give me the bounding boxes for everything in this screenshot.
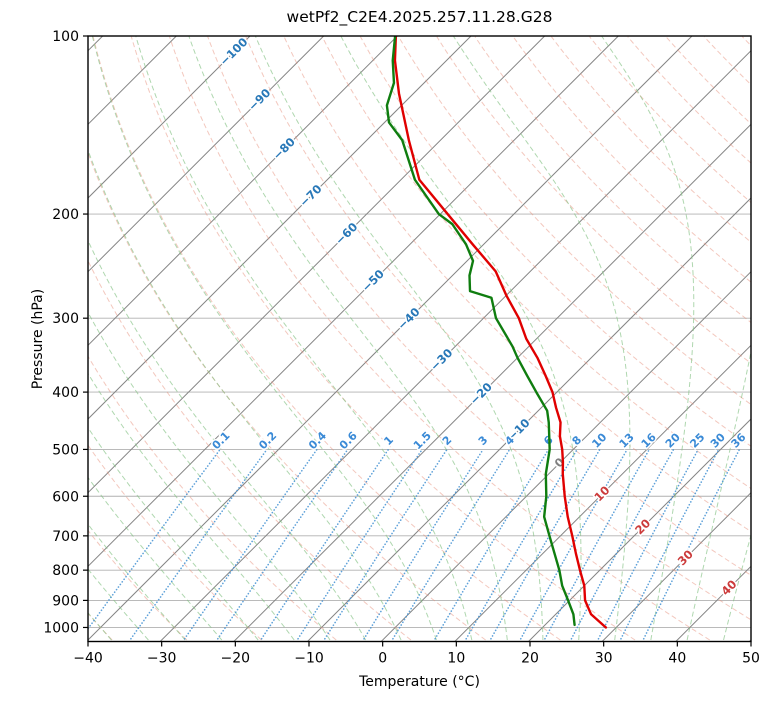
svg-text:13: 13 xyxy=(617,431,637,451)
svg-text:16: 16 xyxy=(639,430,659,450)
svg-text:10: 10 xyxy=(447,651,465,667)
svg-text:−80: −80 xyxy=(270,135,298,163)
svg-text:10: 10 xyxy=(591,483,612,504)
svg-text:0: 0 xyxy=(378,651,387,667)
y-axis-ticks: 100 200 300 400 500 600 700 800 900 1000 xyxy=(43,29,88,636)
svg-text:−20: −20 xyxy=(221,651,251,667)
x-axis-label: Temperature (°C) xyxy=(359,674,480,690)
svg-text:2: 2 xyxy=(440,433,455,448)
svg-text:1: 1 xyxy=(381,433,396,448)
svg-text:40: 40 xyxy=(668,651,686,667)
y-axis-label: Pressure (hPa) xyxy=(30,288,46,390)
x-axis-ticks: −40 −30 −20 −10 0 10 20 30 40 50 xyxy=(73,641,760,667)
svg-text:300: 300 xyxy=(52,311,79,327)
svg-text:−30: −30 xyxy=(147,651,177,667)
svg-text:40: 40 xyxy=(718,577,739,598)
svg-text:1.5: 1.5 xyxy=(411,429,434,452)
mixing-ratio-labels: 0.1 0.2 0.4 0.6 1 1.5 2 3 4 6 8 10 13 16 20 25 30 36 xyxy=(208,427,750,453)
svg-text:−20: −20 xyxy=(467,380,495,408)
svg-text:−100: −100 xyxy=(217,35,251,69)
svg-text:20: 20 xyxy=(663,430,683,450)
isobar-gridlines xyxy=(88,35,751,628)
chart-title: wetPf2_C2E4.2025.257.11.28.G28 xyxy=(286,8,553,26)
svg-text:800: 800 xyxy=(52,563,79,579)
moist-adiabat-lines xyxy=(88,36,751,641)
svg-text:700: 700 xyxy=(52,529,79,545)
temperature-curve xyxy=(393,36,608,629)
isotherm-lines xyxy=(88,36,751,642)
svg-text:3: 3 xyxy=(476,433,491,448)
svg-text:10: 10 xyxy=(589,430,609,450)
mixing-ratio-lines xyxy=(88,448,741,640)
svg-text:30: 30 xyxy=(708,430,728,450)
svg-text:600: 600 xyxy=(52,489,79,505)
svg-text:36: 36 xyxy=(729,430,749,450)
svg-text:20: 20 xyxy=(521,651,539,667)
svg-text:100: 100 xyxy=(52,29,79,45)
svg-text:0.2: 0.2 xyxy=(256,429,279,452)
svg-text:400: 400 xyxy=(52,385,79,401)
svg-text:−10: −10 xyxy=(294,651,324,667)
svg-text:500: 500 xyxy=(52,442,79,458)
svg-text:0.1: 0.1 xyxy=(210,429,233,452)
svg-text:20: 20 xyxy=(632,516,653,537)
svg-text:30: 30 xyxy=(595,651,613,667)
svg-text:50: 50 xyxy=(742,651,760,667)
svg-text:900: 900 xyxy=(52,593,79,609)
svg-text:1000: 1000 xyxy=(43,620,79,636)
svg-text:−50: −50 xyxy=(359,267,387,295)
dewpoint-curve xyxy=(385,36,576,627)
axes-spines xyxy=(87,35,752,643)
svg-text:−40: −40 xyxy=(73,651,103,667)
svg-text:0.6: 0.6 xyxy=(337,429,360,452)
svg-text:200: 200 xyxy=(52,207,79,223)
dry-adiabat-lines xyxy=(88,36,751,641)
svg-text:25: 25 xyxy=(687,431,707,451)
